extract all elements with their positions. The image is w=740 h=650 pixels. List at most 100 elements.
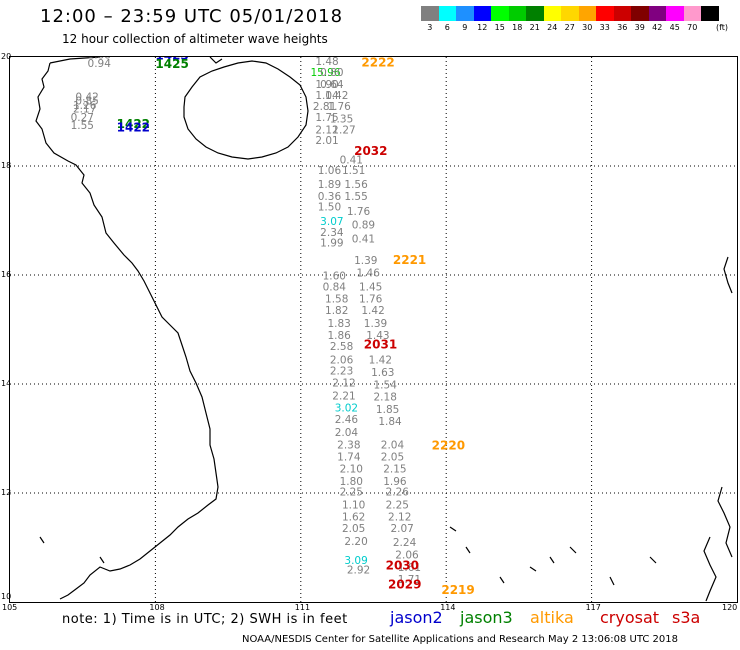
legend-altika: altika [530, 608, 574, 627]
wave-height-value: 1.42 [325, 90, 348, 102]
wave-height-value: 1.50 [318, 202, 341, 214]
credit-line: NOAA/NESDIS Center for Satellite Applica… [242, 634, 678, 645]
map-canvas: 1.880.940.420.851.262.170.271.551.4815.9… [10, 57, 737, 602]
wave-height-value: 1.51 [342, 165, 365, 177]
scale-swatch: 12 [473, 6, 491, 32]
wave-height-value: 2.01 [315, 135, 338, 147]
altimeter-observations: 1.880.940.420.851.262.170.271.551.4815.9… [71, 57, 422, 586]
lon-tick-label: 114 [440, 603, 456, 612]
wave-height-value: 2.25 [340, 487, 363, 499]
legend-cryosat: cryosat [600, 608, 660, 627]
map-panel: 1.880.940.420.851.262.170.271.551.4815.9… [9, 56, 738, 603]
pass-time-label: 2030 [386, 558, 419, 572]
coastline-gulf-north [49, 57, 101, 64]
wave-height-value: 1.61 [398, 562, 421, 574]
wave-height-value: 2.17 [73, 104, 96, 116]
wave-height-value: 3.09 [344, 555, 367, 567]
lat-tick-label: 20 [1, 52, 12, 61]
scale-label: 70 [687, 23, 698, 32]
wave-height-value: 1.56 [344, 179, 368, 191]
pass-time-label: 1422 [117, 117, 150, 131]
wave-height-value: 1.46 [357, 268, 381, 280]
wave-height-value: 2.25 [386, 499, 409, 511]
pass-time-label: 2221 [393, 253, 426, 267]
wave-height-value: 1.90 [315, 79, 338, 91]
reef-islands [39, 526, 657, 586]
wave-height-value: 2.04 [335, 427, 359, 439]
coastline-leizhou [209, 57, 223, 64]
wave-height-value: 2.21 [332, 390, 355, 402]
wave-height-value: 0.41 [340, 154, 363, 166]
lon-tick-label: 111 [294, 603, 311, 612]
wave-height-value: 2.34 [320, 227, 344, 239]
wave-height-value: 2.20 [344, 536, 367, 548]
wave-height-value: 2.06 [395, 549, 419, 561]
wave-height-value: 2.10 [340, 463, 363, 475]
scale-label: 6 [444, 23, 450, 32]
scale-label: 18 [512, 23, 523, 32]
scale-swatch: 18 [508, 6, 526, 32]
scale-swatch: 42 [648, 6, 666, 32]
wave-height-value: 1.89 [318, 179, 341, 191]
scale-swatch: 6 [438, 6, 456, 32]
wave-height-value: 1.54 [374, 379, 398, 391]
wave-height-value: 1.83 [327, 318, 350, 330]
wave-height-value: 1.58 [325, 293, 348, 305]
scale-color [631, 6, 649, 21]
legend-jason3: jason3 [460, 608, 513, 627]
wave-height-value: 2.18 [374, 391, 397, 403]
wave-height-value: 0.94 [88, 58, 112, 70]
coastline-philippines [703, 256, 733, 602]
wave-height-value: 1.84 [378, 416, 402, 428]
wave-height-value: 1.04 [315, 90, 339, 102]
scale-label: 3 [427, 23, 433, 32]
scale-label: 33 [599, 23, 610, 32]
wave-height-value: 0.27 [71, 112, 94, 124]
wave-height-value: 2.05 [381, 451, 404, 463]
wave-height-value: 2.07 [390, 523, 413, 535]
wave-height-value: 2.58 [330, 341, 353, 353]
wave-height-value: 1.55 [344, 191, 367, 203]
scale-label: 45 [669, 23, 680, 32]
scale-color [578, 6, 596, 21]
pass-time-label: 1425 [155, 57, 188, 71]
scale-color [456, 6, 474, 21]
wave-height-value: 0.64 [320, 79, 344, 91]
scale-color [613, 6, 631, 21]
scale-swatch [701, 6, 719, 32]
wave-height-value: 1.99 [320, 238, 343, 250]
scale-swatch: 39 [631, 6, 649, 32]
wave-height-value: 2.23 [330, 366, 353, 378]
footer-note: note: 1) Time is in UTC; 2) SWH is in fe… [62, 612, 348, 627]
coastlines [35, 57, 733, 602]
wave-height-value: 2.24 [393, 537, 417, 549]
scale-label: 30 [582, 23, 593, 32]
wave-height-value: 1.71 [398, 574, 421, 586]
wave-height-value: 2.12 [332, 378, 355, 390]
lon-tick-label: 120 [722, 603, 738, 612]
scale-swatch: 33 [596, 6, 614, 32]
pass-time-label: 2222 [361, 57, 394, 69]
lat-tick-label: 10 [1, 592, 12, 601]
wave-height-value: 2.05 [342, 523, 365, 535]
wave-height-value: 1.60 [323, 270, 346, 282]
scale-swatch: 9 [456, 6, 474, 32]
lon-tick-label: 105 [2, 603, 18, 612]
wave-height-value: 3.02 [335, 402, 358, 414]
scale-color [701, 6, 719, 21]
pass-time-label: 1423 [155, 57, 188, 63]
chart-title: 12:00 – 23:59 UTC 05/01/2018 [40, 6, 344, 27]
coastline-mainland [35, 62, 219, 600]
wave-height-value: 1.48 [315, 57, 338, 68]
scale-label: 27 [564, 23, 575, 32]
scale-unit: (ft) [716, 23, 729, 32]
wave-height-value: 2.26 [386, 487, 410, 499]
pass-time-label: 1422 [117, 121, 150, 135]
wave-height-value: 0.89 [352, 220, 375, 232]
lat-tick-label: 18 [1, 161, 12, 170]
pass-time-label: 2032 [354, 144, 387, 158]
wave-height-value: 0.85 [75, 95, 98, 107]
wave-height-value: 1.39 [354, 255, 377, 267]
wave-height-value: 0.80 [320, 67, 343, 79]
